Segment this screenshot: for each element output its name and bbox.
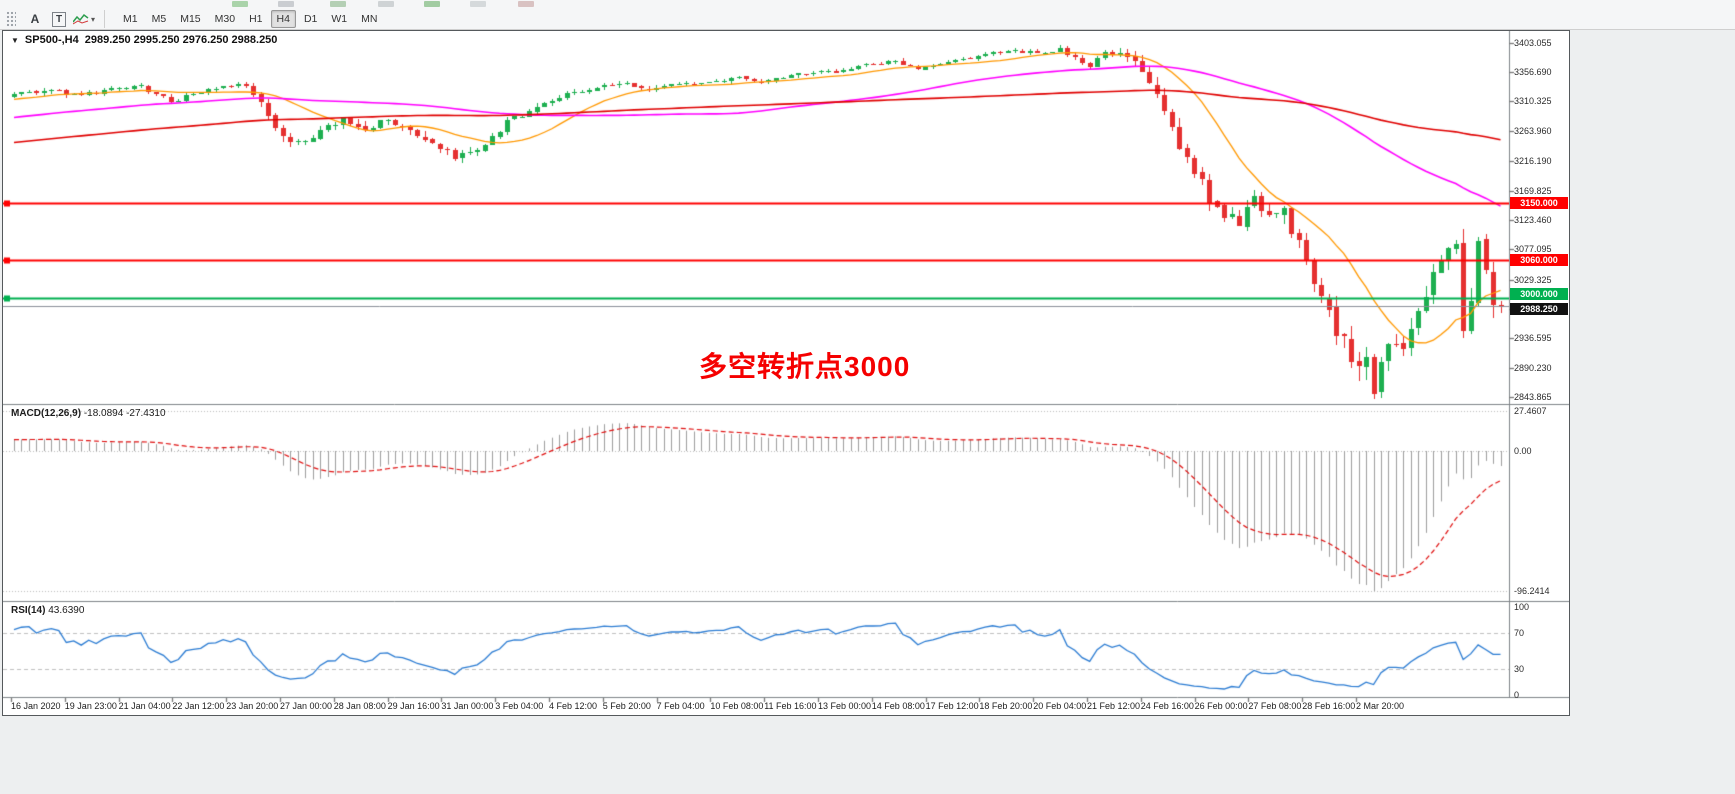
time-axis-label: 22 Jan 12:00 xyxy=(172,701,225,711)
cutoff-icon-1 xyxy=(278,1,294,7)
price-axis-label: 3169.825 xyxy=(1514,185,1552,196)
rsi-axis-label: 100 xyxy=(1514,602,1530,612)
timeframe-toolbar: M1 M5 M15 M30 H1 H4 D1 W1 MN xyxy=(116,10,384,28)
panel-divider-rsi[interactable] xyxy=(3,599,1509,604)
timeframe-button-m30[interactable]: M30 xyxy=(214,13,236,25)
time-axis-label: 5 Feb 20:00 xyxy=(602,701,651,711)
macd-axis-label: 27.4607 xyxy=(1514,406,1547,417)
time-axis-label: 27 Feb 08:00 xyxy=(1248,701,1302,711)
panel-divider-macd[interactable] xyxy=(3,402,1509,407)
time-axis-label: 16 Jan 2020 xyxy=(11,701,61,711)
rsi-value: 43.6390 xyxy=(48,605,85,616)
price-axis-label: 2843.865 xyxy=(1514,392,1552,403)
dropdown-arrow-icon: ▾ xyxy=(91,14,96,24)
time-axis-label: 10 Feb 08:00 xyxy=(710,701,764,711)
cutoff-icon-0 xyxy=(232,1,248,7)
price-axis-label: 3123.460 xyxy=(1514,214,1552,225)
time-axis-label: 28 Feb 16:00 xyxy=(1302,701,1356,711)
time-axis-label: 31 Jan 00:00 xyxy=(441,701,494,711)
indicator-zigzag-icon xyxy=(73,13,89,25)
time-axis-label: 7 Feb 04:00 xyxy=(656,701,705,711)
macd-title: MACD(12,26,9) xyxy=(11,408,82,419)
price-axis-label: 3403.055 xyxy=(1514,37,1552,48)
tool-row: A T ▾ M1 M5 M15 M30 H1 H4 D1 W1 MN xyxy=(2,8,384,30)
toolbar-drag-handle-icon[interactable] xyxy=(6,11,16,27)
timeframe-button-h1[interactable]: H1 xyxy=(249,13,263,25)
time-axis-label: 27 Jan 00:00 xyxy=(280,701,333,711)
price-axis-label: 2890.230 xyxy=(1514,362,1552,373)
cutoff-icon-5 xyxy=(470,1,486,7)
time-axis-label: 18 Feb 20:00 xyxy=(979,701,1033,711)
rsi-label: RSI(14) 43.6390 xyxy=(11,605,84,616)
macd-values: -18.0894 -27.4310 xyxy=(83,408,166,419)
indicators-button[interactable]: ▾ xyxy=(72,9,96,29)
time-axis-label: 29 Jan 16:00 xyxy=(387,701,440,711)
price-tag-3060.000: 3060.000 xyxy=(1510,254,1568,267)
time-axis-label: 17 Feb 12:00 xyxy=(925,701,979,711)
price-chart-canvas[interactable] xyxy=(3,31,1569,715)
chart-window: ▼ SP500-,H4 2989.250 2995.250 2976.250 2… xyxy=(2,30,1570,716)
timeframe-button-m5[interactable]: M5 xyxy=(151,13,167,25)
price-tag-3000.000: 3000.000 xyxy=(1510,288,1568,301)
time-axis-label: 3 Feb 04:00 xyxy=(495,701,544,711)
rsi-axis-label: 30 xyxy=(1514,663,1525,674)
time-axis-label: 2 Mar 20:00 xyxy=(1356,701,1405,711)
macd-axis-label: 0.00 xyxy=(1514,446,1532,456)
time-axis-label: 13 Feb 00:00 xyxy=(818,701,872,711)
cutoff-icon-3 xyxy=(378,1,394,7)
timeframe-button-h4[interactable]: H4 xyxy=(270,10,296,28)
timeframe-button-m1[interactable]: M1 xyxy=(123,13,138,25)
price-axis-label: 3310.325 xyxy=(1514,96,1552,107)
price-axis-label: 3356.690 xyxy=(1514,67,1552,78)
text-tool-button[interactable]: T xyxy=(48,9,70,29)
chart-annotation[interactable]: 多空转折点3000 xyxy=(699,351,911,382)
main-toolbar: A T ▾ M1 M5 M15 M30 H1 H4 D1 W1 MN xyxy=(0,0,1735,30)
time-axis-label: 4 Feb 12:00 xyxy=(549,701,598,711)
rsi-title: RSI(14) xyxy=(11,605,46,616)
time-axis-label: 21 Jan 04:00 xyxy=(118,701,171,711)
price-axis-label: 3077.095 xyxy=(1514,244,1552,255)
time-axis-label: 28 Jan 08:00 xyxy=(333,701,386,711)
macd-axis-label: -96.2414 xyxy=(1514,586,1550,596)
timeframe-button-m15[interactable]: M15 xyxy=(180,13,201,25)
rsi-axis-label: 0 xyxy=(1514,690,1520,700)
symbol-dropdown-icon: ▼ xyxy=(11,35,19,45)
price-axis-label: 3216.190 xyxy=(1514,156,1552,167)
timeframe-button-d1[interactable]: D1 xyxy=(303,13,318,25)
current-price-tag: 2988.250 xyxy=(1510,302,1568,315)
price-tag-3150.000: 3150.000 xyxy=(1510,197,1568,210)
letter-a-icon: A xyxy=(30,12,40,26)
text-label-tool-button[interactable]: A xyxy=(24,9,46,29)
symbol-label: SP500-,H4 xyxy=(24,34,79,46)
cutoff-icon-4 xyxy=(424,1,440,7)
price-axis-label: 2936.595 xyxy=(1514,333,1552,344)
cutoff-icon-6 xyxy=(518,1,534,7)
time-axis-label: 26 Feb 00:00 xyxy=(1194,701,1248,711)
time-axis-label: 23 Jan 20:00 xyxy=(226,701,279,711)
time-axis-label: 21 Feb 12:00 xyxy=(1087,701,1141,711)
rsi-axis-label: 70 xyxy=(1514,628,1525,639)
time-axis-label: 19 Jan 23:00 xyxy=(64,701,117,711)
time-axis-label: 14 Feb 08:00 xyxy=(871,701,925,711)
chart-title: ▼ SP500-,H4 2989.250 2995.250 2976.250 2… xyxy=(11,34,277,46)
macd-label: MACD(12,26,9) -18.0894 -27.4310 xyxy=(11,408,166,419)
letter-t-icon: T xyxy=(51,11,67,27)
time-axis-label: 11 Feb 16:00 xyxy=(764,701,817,711)
toolbar-separator xyxy=(104,10,106,28)
cutoff-icon-2 xyxy=(330,1,346,7)
ohlc-values: 2989.250 2995.250 2976.250 2988.250 xyxy=(84,34,278,46)
timeframe-button-w1[interactable]: W1 xyxy=(331,13,348,25)
price-axis-label: 3029.325 xyxy=(1514,274,1552,285)
timeframe-button-mn[interactable]: MN xyxy=(361,13,378,25)
time-axis-label: 20 Feb 04:00 xyxy=(1033,701,1087,711)
time-axis-label: 24 Feb 16:00 xyxy=(1140,701,1194,711)
price-axis-label: 3263.960 xyxy=(1514,125,1552,136)
